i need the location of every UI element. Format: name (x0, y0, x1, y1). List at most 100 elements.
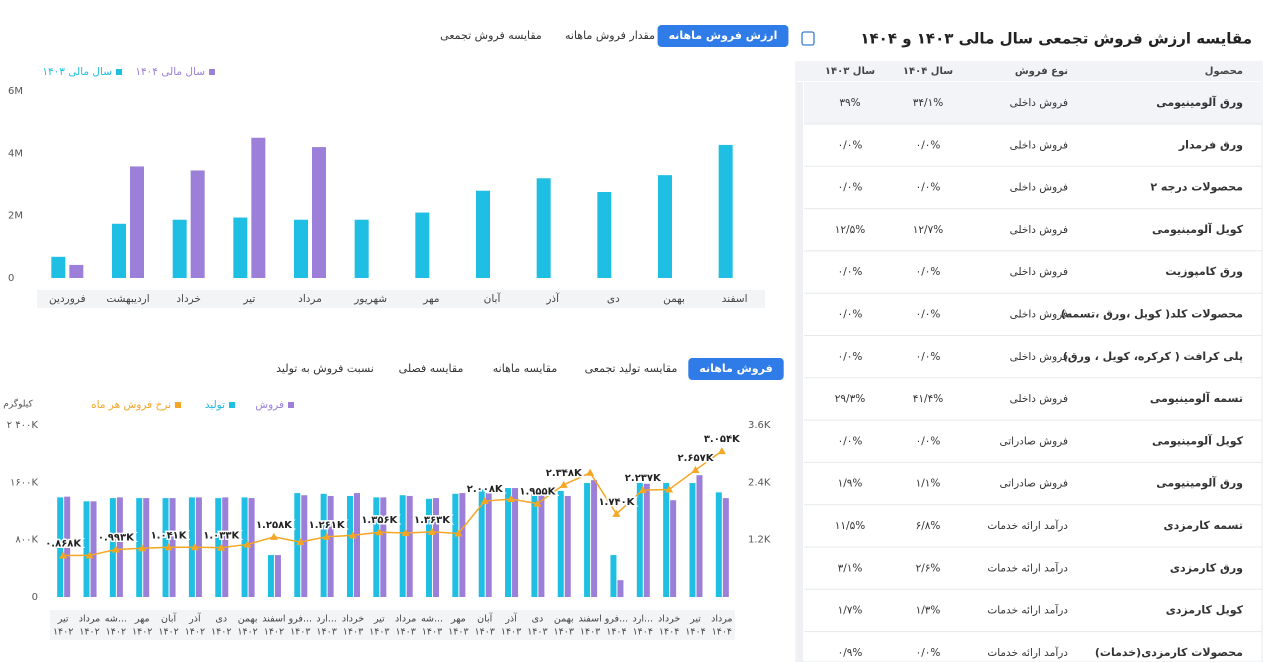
bar (380, 497, 387, 597)
table-cell: ۱۲/۵% (835, 224, 865, 236)
bar (715, 492, 722, 597)
x-tick-label: ۱۴۰۲ (264, 627, 284, 638)
table-cell: محصولات کلد( کویل ،ورق ،تسمه) (1061, 308, 1243, 321)
tab-label[interactable]: مقایسه فصلی (399, 362, 464, 375)
legend-label: سال مالی ۱۴۰۴ (135, 66, 205, 78)
table-header: نوع فروش (1015, 66, 1068, 77)
x-tick-label: ۱۴۰۲ (237, 627, 257, 638)
value-label: ۱.۰۴۱K (151, 530, 188, 541)
bar (172, 219, 187, 278)
x-tick-label: ۱۴۰۳ (369, 627, 389, 638)
tab-label[interactable]: نسبت فروش به تولید (276, 362, 374, 375)
bar (354, 219, 369, 278)
bar (636, 483, 643, 597)
bar (538, 493, 545, 597)
table-cell: محصولات درجه ۲ (1150, 181, 1243, 194)
x-tick-label: ۱۴۰۳ (422, 627, 442, 638)
bar (415, 212, 430, 278)
legend-swatch (229, 402, 235, 408)
scrollbar[interactable] (797, 82, 803, 662)
x-tick-label: بهمن (663, 293, 685, 305)
rate-marker (401, 528, 410, 536)
legend-label: فروش (255, 399, 284, 411)
x-tick-label: مرداد (79, 614, 100, 625)
bar (663, 483, 670, 597)
bar (327, 495, 334, 597)
tab-label[interactable]: ارزش فروش ماهانه (669, 29, 778, 42)
x-tick-label: ارد... (316, 614, 337, 625)
x-tick-label: ۱۴۰۳ (580, 627, 600, 638)
bar (51, 256, 66, 278)
table-cell: ۱/۹% (838, 478, 863, 490)
table-cell: ۰/۰% (916, 139, 941, 151)
table-cell: ۰/۰% (916, 647, 941, 659)
table-cell: فروش صادراتی (1000, 435, 1069, 447)
rate-marker (348, 531, 357, 539)
table-cell: ۰/۰% (838, 182, 863, 194)
y-tick-label: ۱۶۰۰K (10, 477, 38, 488)
table-cell: ۰/۰% (916, 266, 941, 278)
y-axis-label: کیلوگرم (3, 398, 33, 410)
table-cell: ۰/۰% (838, 435, 863, 447)
table-cell: فروش داخلی (1010, 351, 1068, 363)
value-label: ۱.۲۶۱K (309, 520, 346, 531)
table-cell: فروش داخلی (1010, 97, 1068, 109)
x-tick-label: ۱۴۰۲ (106, 627, 126, 638)
rate-marker (428, 527, 437, 535)
export-icon[interactable] (801, 31, 815, 46)
table-cell: ورق آلومینیومی (1156, 95, 1243, 109)
table-cell: فروش داخلی (1010, 182, 1068, 194)
table-cell: ۴۱/۴% (913, 393, 943, 405)
x-tick-label: آذر (504, 612, 517, 625)
bar (722, 498, 729, 597)
tab-label[interactable]: فروش ماهانه (699, 362, 772, 375)
bar (64, 496, 71, 597)
table-frame (795, 61, 1263, 662)
x-tick-label: خرداد (176, 293, 201, 305)
x-tick-label: آذر (545, 292, 560, 305)
y2-tick-label: 2.4K (748, 477, 771, 488)
x-tick-label: مرداد (298, 293, 322, 305)
x-tick-label: ۱۴۰۳ (448, 627, 468, 638)
rate-marker (559, 480, 568, 488)
value-label: ۳.۰۵۴K (704, 434, 741, 445)
tab[interactable] (657, 25, 789, 47)
x-tick-label: آبان (484, 292, 502, 305)
tab-label[interactable]: مقدار فروش ماهانه (565, 29, 655, 42)
table-cell: ۰/۰% (916, 351, 941, 363)
bar (83, 501, 90, 597)
table-cell: فروش داخلی (1010, 393, 1068, 405)
panel-title: مقایسه ارزش فروش تجمعی سال مالی ۱۴۰۳ و ۱… (860, 30, 1252, 48)
table-cell: ۱/۱% (916, 478, 941, 490)
x-tick-label: بهمن (554, 614, 574, 625)
rate-marker (85, 551, 94, 559)
legend-swatch (116, 69, 122, 75)
bar (353, 493, 360, 597)
table-header-bg (796, 62, 1262, 81)
table-cell: ۳۴/۱% (913, 97, 943, 109)
bar (274, 555, 281, 597)
x-tick-label: ۱۴۰۳ (554, 627, 574, 638)
bar (69, 264, 84, 278)
bar (557, 490, 564, 597)
bar (251, 137, 266, 278)
x-tick-label: تیر (689, 614, 701, 625)
tab-label[interactable]: مقایسه فروش تجمعی (440, 29, 542, 42)
category-strip (50, 610, 735, 640)
x-tick-label: ۱۴۰۳ (316, 627, 336, 638)
table-cell: ورق کامپوزیت (1165, 265, 1243, 278)
bar (233, 217, 248, 278)
bar (689, 483, 696, 597)
x-tick-label: ۱۴۰۳ (290, 627, 310, 638)
tab-label[interactable]: مقایسه تولید تجمعی (585, 362, 678, 375)
tab-label[interactable]: مقایسه ماهانه (493, 362, 558, 375)
table-cell: ۰/۰% (838, 139, 863, 151)
x-tick-label: بهمن (238, 614, 258, 625)
rate-marker (665, 485, 674, 493)
tab[interactable] (688, 358, 784, 380)
rate-marker (59, 551, 68, 559)
bar (320, 493, 327, 597)
x-tick-label: آبان (161, 612, 177, 625)
x-tick-label: ۱۴۰۲ (79, 627, 99, 638)
